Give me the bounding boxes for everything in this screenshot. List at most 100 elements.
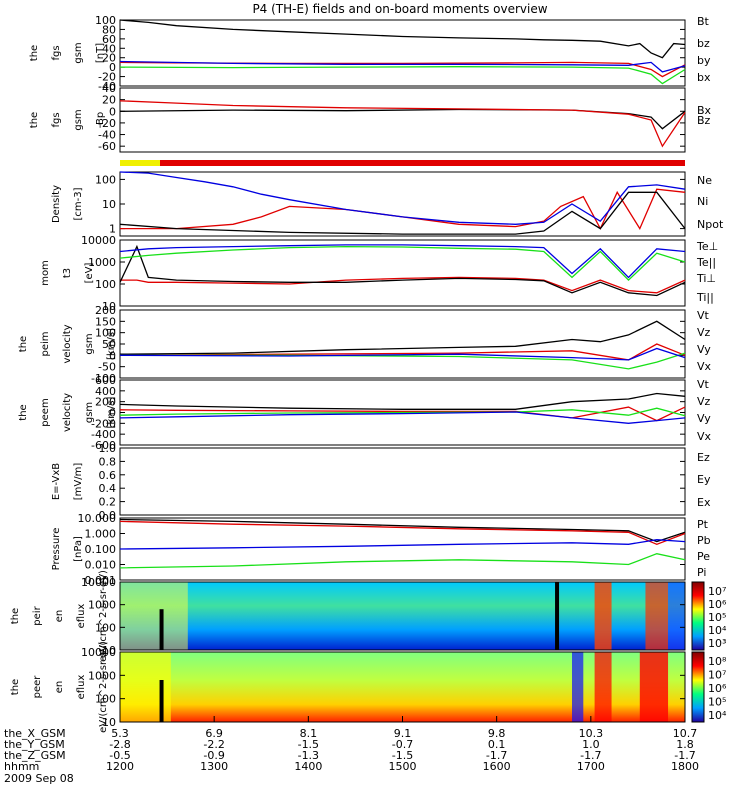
y-tick-label: 20 (102, 94, 116, 107)
series-line-Ne (120, 188, 686, 231)
y-tick-label: 200 (95, 396, 116, 409)
y-axis-label-line: the (29, 45, 40, 61)
data-gap-bar (159, 609, 164, 650)
y-tick-label: 100 (95, 621, 116, 634)
legend-label: Pt (697, 518, 709, 531)
y-axis-label-line: [mV/m] (73, 463, 84, 501)
x-axis-row-value: 1.8 (676, 738, 694, 751)
legend-label: Bx (697, 104, 712, 117)
y-tick-label: 100 (95, 278, 116, 291)
y-axis-label-line: the (18, 404, 29, 420)
legend-label: Ey (697, 473, 711, 486)
colorbar-strip (691, 581, 705, 651)
panel-frame (119, 581, 686, 651)
legend-label: Vy (697, 343, 711, 356)
y-tick-label: 150 (95, 315, 116, 328)
x-axis-row-value: -2.8 (109, 738, 130, 751)
legend-label: Pe (697, 550, 710, 563)
y-axis-label-line: peer (32, 675, 43, 699)
x-axis-row-value: -1.5 (298, 738, 319, 751)
legend-label: Vx (697, 360, 712, 373)
y-tick-label: 10000 (81, 646, 116, 659)
y-axis-label-line: t3 (62, 268, 73, 278)
x-axis-row-value: -2.2 (203, 738, 224, 751)
series-line-Vz (119, 343, 686, 361)
y-axis-label-line: [eV] (84, 263, 95, 284)
legend-label: Pb (697, 534, 711, 547)
legend-label: Ne (697, 174, 712, 187)
colorbar-tick-label: 10⁶ (708, 598, 727, 611)
spectrogram-feature-2 (594, 652, 612, 722)
colorbar-tick-label: 10⁵ (708, 696, 726, 709)
legend-label: Pi (697, 566, 706, 579)
x-axis-row-value: 1500 (389, 760, 417, 773)
y-tick-label: 60 (102, 33, 116, 46)
y-axis-label: Pressure [nPa] (51, 528, 84, 571)
legend-label: Te⊥ (696, 240, 718, 253)
y-axis-label-line: peir (32, 605, 43, 625)
y-tick-label: 10 (102, 716, 116, 729)
y-tick-label: 1.0 (99, 442, 117, 455)
series-line-Vx (119, 347, 686, 361)
y-axis-label-line: [km/s] (106, 396, 117, 428)
y-tick-label: -200 (91, 417, 116, 430)
y-tick-label: 200 (95, 304, 116, 317)
y-tick-label: 0.010 (85, 559, 117, 572)
colorbar-strip (691, 651, 705, 723)
x-axis-row-value: 1700 (577, 760, 605, 773)
x-axis-row-label: hhmm (4, 760, 39, 773)
spectrogram-feature-2 (645, 582, 669, 650)
x-axis-row-value: 6.9 (205, 727, 223, 740)
panel-frame (119, 239, 686, 307)
y-tick-label: 10000 (81, 576, 116, 589)
y-axis-label-line: en (54, 681, 65, 694)
spectrogram-feature-1 (572, 652, 584, 722)
plot-title: P4 (TH-E) fields and on-board moments ov… (252, 2, 547, 16)
series-line-Bt (119, 19, 686, 59)
y-axis-label: the peem velocity gsm [km/s] (18, 393, 117, 432)
colorbar-tick-label: 10⁴ (708, 624, 727, 637)
y-tick-label: 400 (95, 385, 116, 398)
spectrogram-feature-0 (120, 582, 188, 650)
legend-label: Vt (697, 309, 710, 322)
y-tick-label: -600 (91, 439, 116, 452)
legend-label: Ti|| (696, 291, 714, 304)
y-tick-label: 100 (95, 14, 116, 27)
colorbar-tick-label: 10⁵ (708, 611, 726, 624)
x-axis-row-value: -1.3 (298, 749, 319, 762)
panel-frame (119, 19, 686, 87)
colorbar-tick-label: 10³ (708, 637, 726, 650)
y-tick-label: 0 (109, 105, 116, 118)
series-line-Pb (119, 520, 686, 546)
y-tick-label: 100 (95, 327, 116, 340)
spectrogram-feature-1 (594, 582, 612, 650)
series-line-Ti⊥ (119, 244, 686, 279)
x-axis-row-value: 0.1 (488, 738, 506, 751)
y-tick-label: 10.000 (78, 512, 117, 525)
panel-frame (119, 447, 686, 516)
y-tick-label: -400 (91, 428, 116, 441)
y-axis-label-line: Pressure (51, 528, 62, 571)
y-axis-label-line: gsm (84, 402, 95, 423)
series-line-Pe (119, 553, 686, 569)
y-axis-label-line: eV/(cm^2-s-sr-eV) (98, 570, 109, 662)
x-axis-row-value: 9.8 (488, 727, 506, 740)
series-line-Vt (119, 392, 686, 410)
y-axis-label: the peim velocity gsm [km/s] (18, 324, 117, 363)
y-axis-label: mom t3 [eV] (40, 260, 95, 286)
x-axis-row-label: the_X_GSM (4, 727, 66, 740)
panel-3: 100 10 1 Density [cm-3] Ne Ni Npot (51, 171, 724, 237)
x-axis-row-value: 10.3 (579, 727, 604, 740)
x-axis-row-value: 1400 (294, 760, 322, 773)
y-tick-label: 600 (95, 374, 116, 387)
legend-label: Ez (697, 451, 710, 464)
y-tick-label: 40 (102, 42, 116, 55)
y-tick-label: 10 (102, 198, 116, 211)
series-line-Vy (120, 352, 686, 370)
legend-label: Ni (697, 195, 708, 208)
y-axis-label-line: gsm (73, 109, 84, 130)
